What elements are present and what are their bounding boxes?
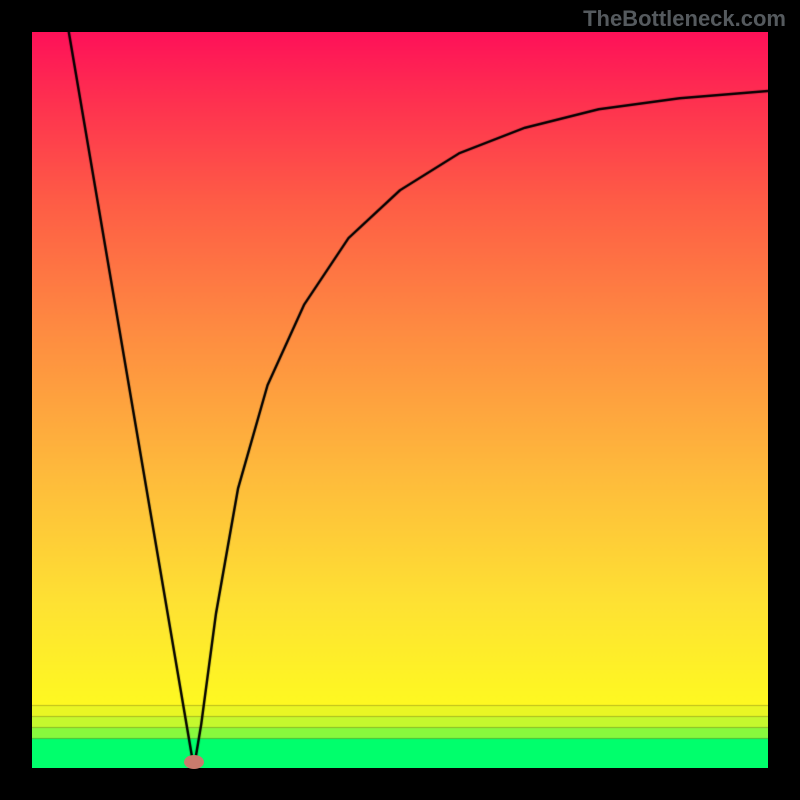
- plot-canvas: [32, 32, 768, 768]
- plot-area: [32, 32, 768, 768]
- watermark-text: TheBottleneck.com: [583, 6, 786, 32]
- chart-frame: TheBottleneck.com: [0, 0, 800, 800]
